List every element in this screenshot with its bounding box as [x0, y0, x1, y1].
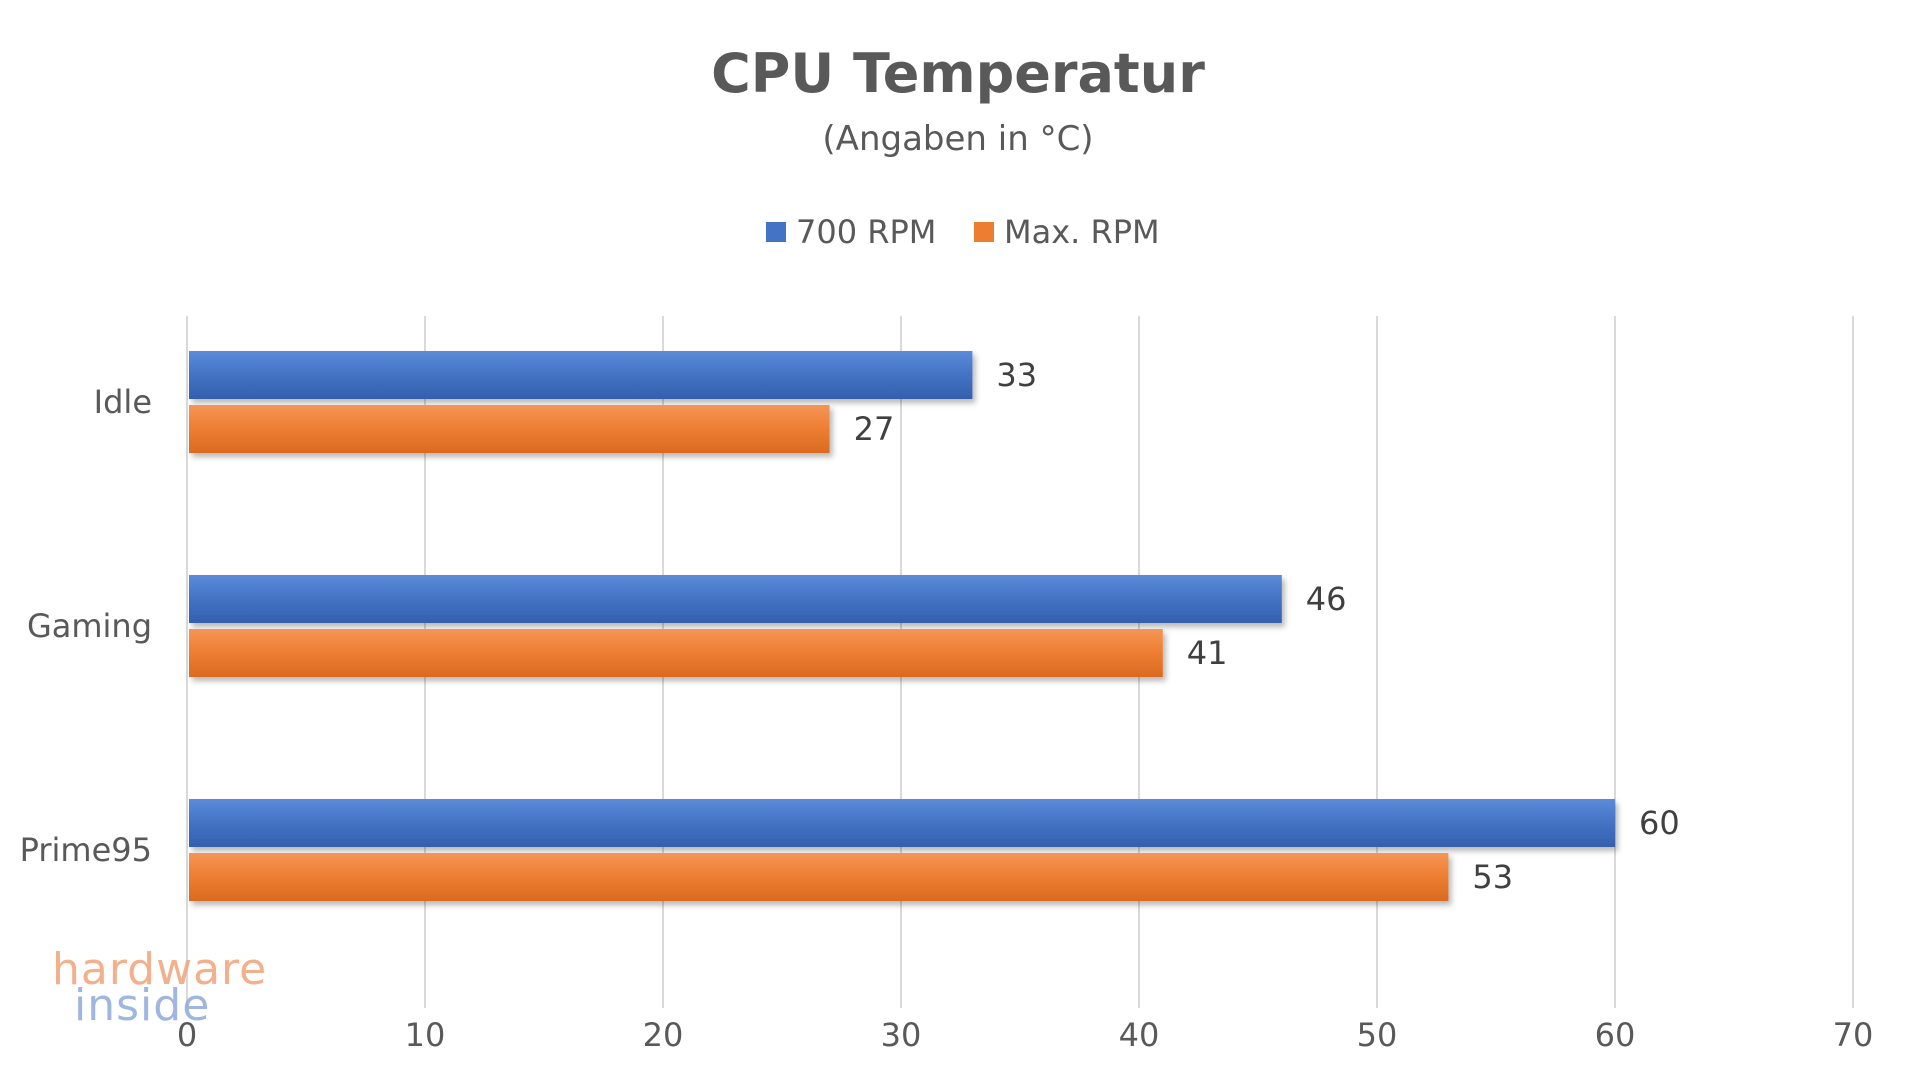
- category-axis: Idle Gaming Prime95: [20, 383, 152, 869]
- bar-idle-700rpm: [189, 351, 973, 399]
- legend-label-maxrpm: Max. RPM: [1004, 213, 1160, 251]
- bar-prime95-700rpm: [189, 799, 1615, 847]
- bars: [189, 351, 1615, 901]
- data-label-gaming-700rpm: 46: [1306, 580, 1347, 618]
- data-label-idle-maxrpm: 27: [854, 410, 895, 448]
- bar-prime95-maxrpm: [189, 853, 1449, 901]
- x-tick-label: 60: [1595, 1016, 1636, 1054]
- legend-swatch-maxrpm: [974, 222, 994, 242]
- logo-text-line1: hardware: [52, 944, 268, 995]
- x-tick-label: 50: [1357, 1016, 1398, 1054]
- chart-subtitle: (Angaben in °C): [822, 119, 1093, 159]
- category-label-gaming: Gaming: [27, 607, 152, 645]
- bar-idle-maxrpm: [189, 405, 830, 453]
- hardware-inside-logo: hardware inside: [52, 944, 268, 1031]
- bar-gaming-maxrpm: [189, 629, 1163, 677]
- chart-title: CPU Temperatur: [711, 42, 1205, 105]
- x-tick-label: 10: [405, 1016, 446, 1054]
- legend-swatch-700rpm: [766, 222, 786, 242]
- x-tick-label: 20: [643, 1016, 684, 1054]
- bar-gaming-700rpm: [189, 575, 1282, 623]
- x-tick-label: 70: [1833, 1016, 1874, 1054]
- logo-text-line2: inside: [74, 980, 211, 1031]
- value-axis: 0 10 20 30 40 50 60 70: [177, 1016, 1874, 1054]
- data-label-prime95-maxrpm: 53: [1472, 858, 1513, 896]
- data-labels: 33 27 46 41 60 53: [854, 356, 1680, 896]
- legend-label-700rpm: 700 RPM: [796, 213, 936, 251]
- legend: 700 RPM Max. RPM: [766, 213, 1160, 251]
- data-label-prime95-700rpm: 60: [1639, 804, 1680, 842]
- data-label-idle-700rpm: 33: [996, 356, 1037, 394]
- category-label-idle: Idle: [94, 383, 152, 421]
- data-label-gaming-maxrpm: 41: [1187, 634, 1228, 672]
- category-label-prime95: Prime95: [20, 831, 152, 869]
- x-tick-label: 40: [1119, 1016, 1160, 1054]
- x-tick-label: 0: [177, 1016, 197, 1054]
- x-tick-label: 30: [881, 1016, 922, 1054]
